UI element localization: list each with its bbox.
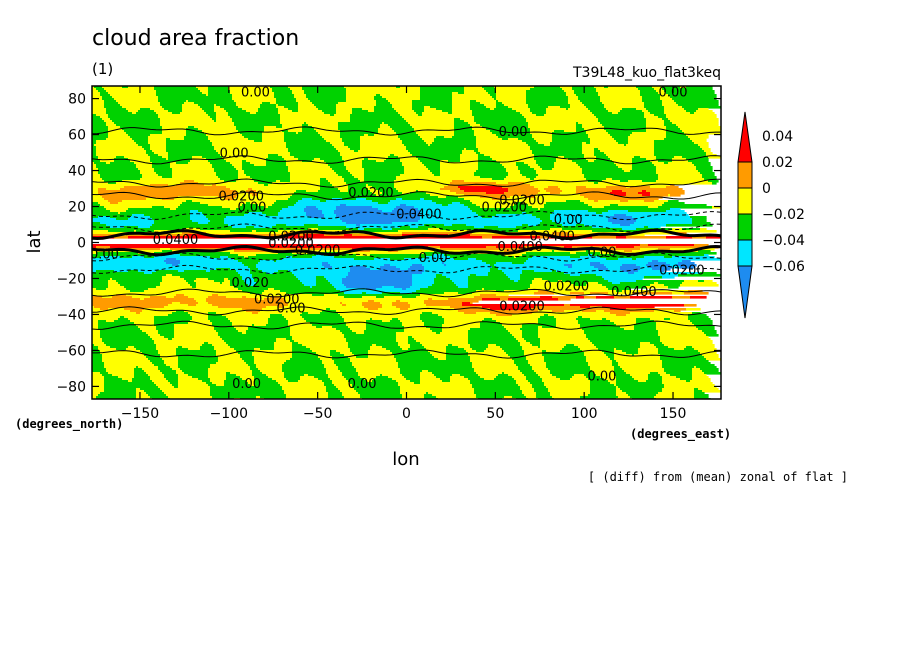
contour-label: 0.00 [220,147,249,162]
colorbar-swatch [737,265,753,319]
contour-label: 0.00 [237,201,266,216]
y-units-label: (degrees_north) [15,417,123,432]
contour-label: 0.020 [232,276,269,291]
x-tick-label: 100 [571,406,598,422]
contour-label: 0.0400 [153,233,199,248]
contour-label: 0.00 [277,301,306,316]
contour-label: 0.00 [90,247,119,262]
contour-label: 0.0200 [481,201,527,216]
experiment-label: T39L48_kuo_flat3keq [572,65,721,81]
contour-label: 0.0200 [268,229,314,244]
contour-label: 0.00 [419,251,448,266]
contour-label: 0.00 [659,85,688,100]
x-tick-label: −50 [303,406,333,422]
contour-label: 0.00 [348,377,377,392]
chart-subtitle: (1) [92,60,113,78]
x-axis: −150 −100 −50 0 50 100 150 [121,86,687,422]
colorbar-swatch [737,239,753,267]
colorbar-tick-label: 0 [762,181,771,197]
contour-label: 0.0400 [497,240,543,255]
colorbar-tick-label: 0.02 [762,155,793,171]
contour-label: 0.00 [587,245,616,260]
colorbar-tick-label: −0.06 [762,259,805,275]
colorbar-swatch [737,111,753,163]
contour-label: 0.0200 [219,190,265,205]
colorbar-swatch [737,213,753,241]
x-axis-label: lon [392,449,419,470]
colorbar-tick-label: −0.02 [762,207,805,223]
y-tick-label: 0 [77,236,86,252]
y-tick-label: −20 [56,271,86,287]
contour-labels: 0.00 0.000.000.000.02000.000.02000.04000.… [90,85,705,392]
contour-label: 0.0200 [295,244,341,259]
contour-label: 0.00 [232,377,261,392]
y-axis-label: lat [24,230,45,253]
y-tick-label: 20 [68,200,86,216]
contour-label: 0.0200 [268,237,314,252]
y-tick-label: −40 [56,307,86,323]
y-tick-label: 60 [68,128,86,144]
contour-label: 0.00 [554,213,583,228]
y-axis: −80 −60 −40 −20 0 20 40 60 80 [56,92,721,395]
contour-label: 0.0200 [659,263,705,278]
chart-title: cloud area fraction [92,26,299,51]
contour-label: 0.00 [587,370,616,385]
contour-label: 0.0400 [611,285,657,300]
contour-label: 0.0200 [254,292,300,307]
y-tick-label: 80 [68,92,86,108]
y-tick-label: −60 [56,343,86,359]
colorbar-swatch [737,187,753,215]
colorbar: −0.06 −0.04 −0.02 0 0.02 0.04 [737,111,805,319]
x-tick-label: 150 [660,406,687,422]
colorbar-tick-label: −0.04 [762,233,805,249]
x-tick-label: −100 [210,406,248,422]
contour-label: 0.0200 [544,280,590,295]
contour-label: 0.0400 [396,208,442,223]
contour-label: 0.00 [241,85,270,100]
footnote: [ (diff) from (mean) zonal of flat ] [588,470,848,484]
x-tick-label: −150 [121,406,159,422]
x-tick-label: 50 [486,406,504,422]
x-tick-label: 0 [402,406,411,422]
y-tick-label: 40 [68,164,86,180]
heatmap-field [92,86,721,399]
contour-label: 0.00 [499,125,528,140]
contour-label: 0.0200 [348,186,394,201]
x-units-label: (degrees_east) [630,427,731,442]
y-tick-label: −80 [56,379,86,395]
colorbar-tick-label: 0.04 [762,129,793,145]
contour-label: 0.0200 [499,299,545,314]
contour-label: 0.0200 [499,193,545,208]
colorbar-swatch [737,161,753,189]
contour-label: 0.0400 [529,229,575,244]
